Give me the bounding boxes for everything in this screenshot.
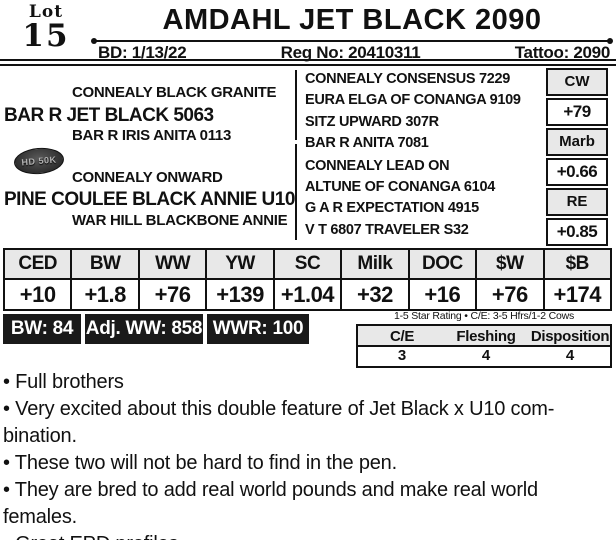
epd-value-cell: +1.04: [272, 278, 343, 311]
ancestor-item: BAR R ANITA 7081: [305, 135, 429, 152]
extended-pedigree-list: CONNEALY CONSENSUS 7229 EURA ELGA OF CON…: [305, 69, 540, 241]
epd-value-cell: +76: [475, 278, 545, 311]
epd-header-cell: $B: [542, 248, 612, 280]
dam-name: PINE COULEE BLACK ANNIE U10: [4, 189, 295, 210]
rating-header-cell: Disposition: [530, 328, 610, 345]
double-rule: [0, 59, 616, 66]
notes-list: • Full brothers • Very excited about thi…: [3, 369, 615, 540]
epd-value-cell: +1.8: [70, 278, 140, 311]
star-rating-block: 1-5 Star Rating • C/E: 3-5 Hfrs/1-2 Cows…: [356, 310, 612, 368]
epd-header-cell: $W: [475, 248, 545, 280]
id-row: BD: 1/13/22 Reg No: 20410311 Tattoo: 209…: [92, 42, 612, 63]
epd-header-cell: BW: [70, 248, 140, 280]
note-line: • Full brothers: [3, 371, 124, 393]
epd-table: CED BW WW YW SC Milk DOC $W $B +10 +1.8 …: [2, 248, 612, 311]
epd-value-cell: +16: [407, 278, 478, 311]
dam-of-sire: BAR R IRIS ANITA 0113: [72, 127, 232, 144]
title-rule: [91, 38, 613, 44]
note-line: females.: [3, 506, 77, 528]
ancestor-item: SITZ UPWARD 307R: [305, 113, 439, 130]
rating-value-cell: 4: [481, 347, 491, 364]
registration-number: Reg No: 20410311: [280, 43, 421, 62]
epd-value-cell: +139: [205, 278, 275, 311]
ancestor-item: G A R EXPECTATION 4915: [305, 200, 479, 217]
epd-value-cell: +76: [137, 278, 208, 311]
rating-note: 1-5 Star Rating • C/E: 3-5 Hfrs/1-2 Cows: [393, 310, 575, 322]
dam-of-dam: WAR HILL BLACKBONE ANNIE: [72, 212, 288, 229]
note-line: • Very excited about this double feature…: [3, 398, 555, 420]
note-line: • Great EPD profiles.: [3, 531, 615, 540]
rating-header-cell: Fleshing: [456, 328, 516, 345]
carcass-label-marb: Marb: [546, 128, 608, 156]
epd-value-cell: +32: [340, 278, 410, 311]
epd-header-row: CED BW WW YW SC Milk DOC $W $B: [2, 248, 612, 280]
sire-of-sire: CONNEALY BLACK GRANITE: [72, 84, 277, 101]
sire-name: BAR R JET BLACK 5063: [4, 105, 214, 126]
note-line: • They are bred to add real world pounds…: [3, 479, 538, 501]
rating-header-row: C/E Fleshing Disposition: [358, 326, 610, 347]
lot-label: Lot: [28, 2, 64, 22]
rating-value-cell: 4: [565, 347, 575, 364]
carcass-label-re: RE: [546, 188, 608, 216]
epd-header-cell: Milk: [340, 248, 410, 280]
epd-header-cell: WW: [137, 248, 208, 280]
ancestor-item: ALTUNE OF CONANGA 6104: [305, 178, 495, 195]
rating-value-cell: 3: [397, 347, 407, 364]
carcass-value-re: +0.85: [546, 218, 608, 246]
rating-header-cell: C/E: [389, 328, 415, 345]
epd-value-cell: +174: [542, 278, 612, 311]
note-line: • These two will not be hard to find in …: [3, 452, 397, 474]
note-line: bination.: [3, 425, 77, 447]
pedigree-bracket-sire: [295, 70, 297, 140]
pedigree-bracket-dam: [295, 144, 297, 240]
weights-bar: BW: 84 Adj. WW: 858 WWR: 100: [3, 314, 309, 344]
epd-header-cell: SC: [272, 248, 343, 280]
lot-number: 15: [22, 18, 70, 54]
title-block: AMDAHL JET BLACK 2090 BD: 1/13/22 Reg No…: [91, 0, 616, 63]
animal-name-title: AMDAHL JET BLACK 2090: [162, 4, 542, 36]
birth-weight-chip: BW: 84: [3, 314, 81, 344]
ancestor-item: CONNEALY CONSENSUS 7229: [305, 71, 511, 87]
birth-date: BD: 1/13/22: [98, 43, 187, 62]
sire-of-dam: CONNEALY ONWARD: [72, 169, 223, 186]
rating-value-row: 3 4 4: [358, 347, 610, 366]
epd-value-row: +10 +1.8 +76 +139 +1.04 +32 +16 +76 +174: [2, 278, 612, 311]
ancestor-item: V T 6807 TRAVELER S32: [305, 221, 469, 238]
weaning-weight-ratio-chip: WWR: 100: [207, 314, 309, 344]
epd-value-cell: +10: [2, 278, 73, 311]
epd-header-cell: DOC: [407, 248, 478, 280]
epd-header-cell: CED: [2, 248, 73, 280]
pedigree-section: CONNEALY BLACK GRANITE BAR R JET BLACK 5…: [0, 68, 616, 246]
carcass-value-cw: +79: [546, 98, 608, 126]
hd50k-badge: HD 50K: [12, 145, 66, 177]
lot-badge: Lot 15: [0, 0, 92, 62]
carcass-epd-column: CW +79 Marb +0.66 RE +0.85: [546, 68, 608, 246]
epd-header-cell: YW: [205, 248, 275, 280]
carcass-value-marb: +0.66: [546, 158, 608, 186]
header: Lot 15 AMDAHL JET BLACK 2090 BD: 1/13/22…: [0, 0, 616, 62]
carcass-label-cw: CW: [546, 68, 608, 96]
rating-table: C/E Fleshing Disposition 3 4 4: [356, 324, 612, 368]
adjusted-weaning-weight-chip: Adj. WW: 858: [85, 314, 203, 344]
ancestor-item: EURA ELGA OF CONANGA 9109: [305, 92, 521, 109]
ancestor-item: CONNEALY LEAD ON: [305, 157, 450, 174]
tattoo-number: Tattoo: 2090: [514, 43, 611, 62]
